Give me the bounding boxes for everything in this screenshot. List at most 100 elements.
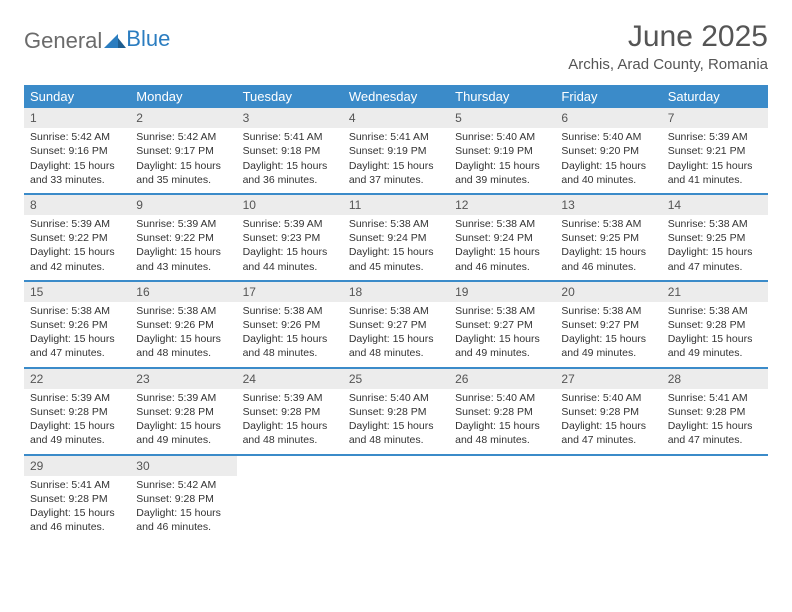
sunrise-line: Sunrise: 5:41 AM — [30, 478, 124, 492]
daylight-line: Daylight: 15 hours and 47 minutes. — [30, 332, 124, 360]
day-number: 23 — [130, 369, 236, 389]
sunset-line: Sunset: 9:20 PM — [561, 144, 655, 158]
day-number: 10 — [237, 195, 343, 215]
day-body: Sunrise: 5:38 AMSunset: 9:28 PMDaylight:… — [662, 304, 768, 361]
day-body: Sunrise: 5:38 AMSunset: 9:27 PMDaylight:… — [343, 304, 449, 361]
weekday-header: Friday — [555, 85, 661, 108]
sunset-line: Sunset: 9:17 PM — [136, 144, 230, 158]
sunset-line: Sunset: 9:22 PM — [136, 231, 230, 245]
sunrise-line: Sunrise: 5:38 AM — [455, 217, 549, 231]
day-cell: 26Sunrise: 5:40 AMSunset: 9:28 PMDayligh… — [449, 369, 555, 454]
sunrise-line: Sunrise: 5:38 AM — [349, 304, 443, 318]
sunset-line: Sunset: 9:28 PM — [243, 405, 337, 419]
daylight-line: Daylight: 15 hours and 48 minutes. — [136, 332, 230, 360]
daylight-line: Daylight: 15 hours and 44 minutes. — [243, 245, 337, 273]
day-cell: 24Sunrise: 5:39 AMSunset: 9:28 PMDayligh… — [237, 369, 343, 454]
sunrise-line: Sunrise: 5:38 AM — [30, 304, 124, 318]
sunrise-line: Sunrise: 5:38 AM — [561, 217, 655, 231]
day-number: 15 — [24, 282, 130, 302]
day-cell: 11Sunrise: 5:38 AMSunset: 9:24 PMDayligh… — [343, 195, 449, 280]
daylight-line: Daylight: 15 hours and 36 minutes. — [243, 159, 337, 187]
daylight-line: Daylight: 15 hours and 46 minutes. — [455, 245, 549, 273]
day-body: Sunrise: 5:40 AMSunset: 9:20 PMDaylight:… — [555, 130, 661, 187]
brand-logo: General Blue — [24, 20, 170, 54]
day-cell-empty — [662, 456, 768, 541]
day-body: Sunrise: 5:38 AMSunset: 9:25 PMDaylight:… — [555, 217, 661, 274]
sunrise-line: Sunrise: 5:41 AM — [349, 130, 443, 144]
day-number: 19 — [449, 282, 555, 302]
sunset-line: Sunset: 9:28 PM — [349, 405, 443, 419]
daylight-line: Daylight: 15 hours and 49 minutes. — [668, 332, 762, 360]
daylight-line: Daylight: 15 hours and 33 minutes. — [30, 159, 124, 187]
sunrise-line: Sunrise: 5:39 AM — [136, 391, 230, 405]
weekday-header: Sunday — [24, 85, 130, 108]
daylight-line: Daylight: 15 hours and 35 minutes. — [136, 159, 230, 187]
day-number: 12 — [449, 195, 555, 215]
weekday-header: Wednesday — [343, 85, 449, 108]
sunset-line: Sunset: 9:25 PM — [561, 231, 655, 245]
day-cell-empty — [555, 456, 661, 541]
day-number: 28 — [662, 369, 768, 389]
day-cell: 16Sunrise: 5:38 AMSunset: 9:26 PMDayligh… — [130, 282, 236, 367]
daylight-line: Daylight: 15 hours and 46 minutes. — [561, 245, 655, 273]
day-cell: 15Sunrise: 5:38 AMSunset: 9:26 PMDayligh… — [24, 282, 130, 367]
day-body: Sunrise: 5:41 AMSunset: 9:19 PMDaylight:… — [343, 130, 449, 187]
sunrise-line: Sunrise: 5:42 AM — [30, 130, 124, 144]
sunrise-line: Sunrise: 5:40 AM — [561, 391, 655, 405]
sunset-line: Sunset: 9:16 PM — [30, 144, 124, 158]
day-cell: 25Sunrise: 5:40 AMSunset: 9:28 PMDayligh… — [343, 369, 449, 454]
sunrise-line: Sunrise: 5:42 AM — [136, 478, 230, 492]
day-body: Sunrise: 5:39 AMSunset: 9:23 PMDaylight:… — [237, 217, 343, 274]
brand-part2: Blue — [126, 26, 170, 52]
sunset-line: Sunset: 9:28 PM — [30, 405, 124, 419]
sunrise-line: Sunrise: 5:40 AM — [455, 391, 549, 405]
day-cell: 21Sunrise: 5:38 AMSunset: 9:28 PMDayligh… — [662, 282, 768, 367]
day-cell: 3Sunrise: 5:41 AMSunset: 9:18 PMDaylight… — [237, 108, 343, 193]
day-cell: 27Sunrise: 5:40 AMSunset: 9:28 PMDayligh… — [555, 369, 661, 454]
sunset-line: Sunset: 9:26 PM — [30, 318, 124, 332]
sunrise-line: Sunrise: 5:38 AM — [349, 217, 443, 231]
day-cell: 4Sunrise: 5:41 AMSunset: 9:19 PMDaylight… — [343, 108, 449, 193]
day-number: 7 — [662, 108, 768, 128]
day-number: 2 — [130, 108, 236, 128]
sunrise-line: Sunrise: 5:38 AM — [668, 217, 762, 231]
day-number: 11 — [343, 195, 449, 215]
day-number: 20 — [555, 282, 661, 302]
sunset-line: Sunset: 9:27 PM — [455, 318, 549, 332]
day-number: 4 — [343, 108, 449, 128]
daylight-line: Daylight: 15 hours and 48 minutes. — [243, 332, 337, 360]
day-number: 29 — [24, 456, 130, 476]
day-body: Sunrise: 5:39 AMSunset: 9:28 PMDaylight:… — [24, 391, 130, 448]
sunset-line: Sunset: 9:27 PM — [349, 318, 443, 332]
day-body: Sunrise: 5:42 AMSunset: 9:17 PMDaylight:… — [130, 130, 236, 187]
day-body: Sunrise: 5:40 AMSunset: 9:28 PMDaylight:… — [343, 391, 449, 448]
day-cell: 5Sunrise: 5:40 AMSunset: 9:19 PMDaylight… — [449, 108, 555, 193]
day-body: Sunrise: 5:38 AMSunset: 9:26 PMDaylight:… — [24, 304, 130, 361]
sunset-line: Sunset: 9:26 PM — [136, 318, 230, 332]
daylight-line: Daylight: 15 hours and 41 minutes. — [668, 159, 762, 187]
day-cell: 19Sunrise: 5:38 AMSunset: 9:27 PMDayligh… — [449, 282, 555, 367]
day-cell: 18Sunrise: 5:38 AMSunset: 9:27 PMDayligh… — [343, 282, 449, 367]
day-number: 17 — [237, 282, 343, 302]
week-row: 15Sunrise: 5:38 AMSunset: 9:26 PMDayligh… — [24, 280, 768, 367]
daylight-line: Daylight: 15 hours and 47 minutes. — [561, 419, 655, 447]
sunrise-line: Sunrise: 5:39 AM — [243, 217, 337, 231]
brand-part1: General — [24, 28, 102, 54]
weekday-header: Monday — [130, 85, 236, 108]
day-body: Sunrise: 5:40 AMSunset: 9:28 PMDaylight:… — [555, 391, 661, 448]
day-body: Sunrise: 5:38 AMSunset: 9:27 PMDaylight:… — [555, 304, 661, 361]
day-body: Sunrise: 5:41 AMSunset: 9:18 PMDaylight:… — [237, 130, 343, 187]
daylight-line: Daylight: 15 hours and 42 minutes. — [30, 245, 124, 273]
day-cell: 29Sunrise: 5:41 AMSunset: 9:28 PMDayligh… — [24, 456, 130, 541]
sunset-line: Sunset: 9:28 PM — [561, 405, 655, 419]
week-row: 8Sunrise: 5:39 AMSunset: 9:22 PMDaylight… — [24, 193, 768, 280]
sunset-line: Sunset: 9:23 PM — [243, 231, 337, 245]
daylight-line: Daylight: 15 hours and 49 minutes. — [30, 419, 124, 447]
day-number: 26 — [449, 369, 555, 389]
day-cell: 30Sunrise: 5:42 AMSunset: 9:28 PMDayligh… — [130, 456, 236, 541]
day-body: Sunrise: 5:38 AMSunset: 9:25 PMDaylight:… — [662, 217, 768, 274]
sunset-line: Sunset: 9:18 PM — [243, 144, 337, 158]
day-body: Sunrise: 5:39 AMSunset: 9:22 PMDaylight:… — [24, 217, 130, 274]
day-number: 6 — [555, 108, 661, 128]
day-body: Sunrise: 5:38 AMSunset: 9:26 PMDaylight:… — [237, 304, 343, 361]
